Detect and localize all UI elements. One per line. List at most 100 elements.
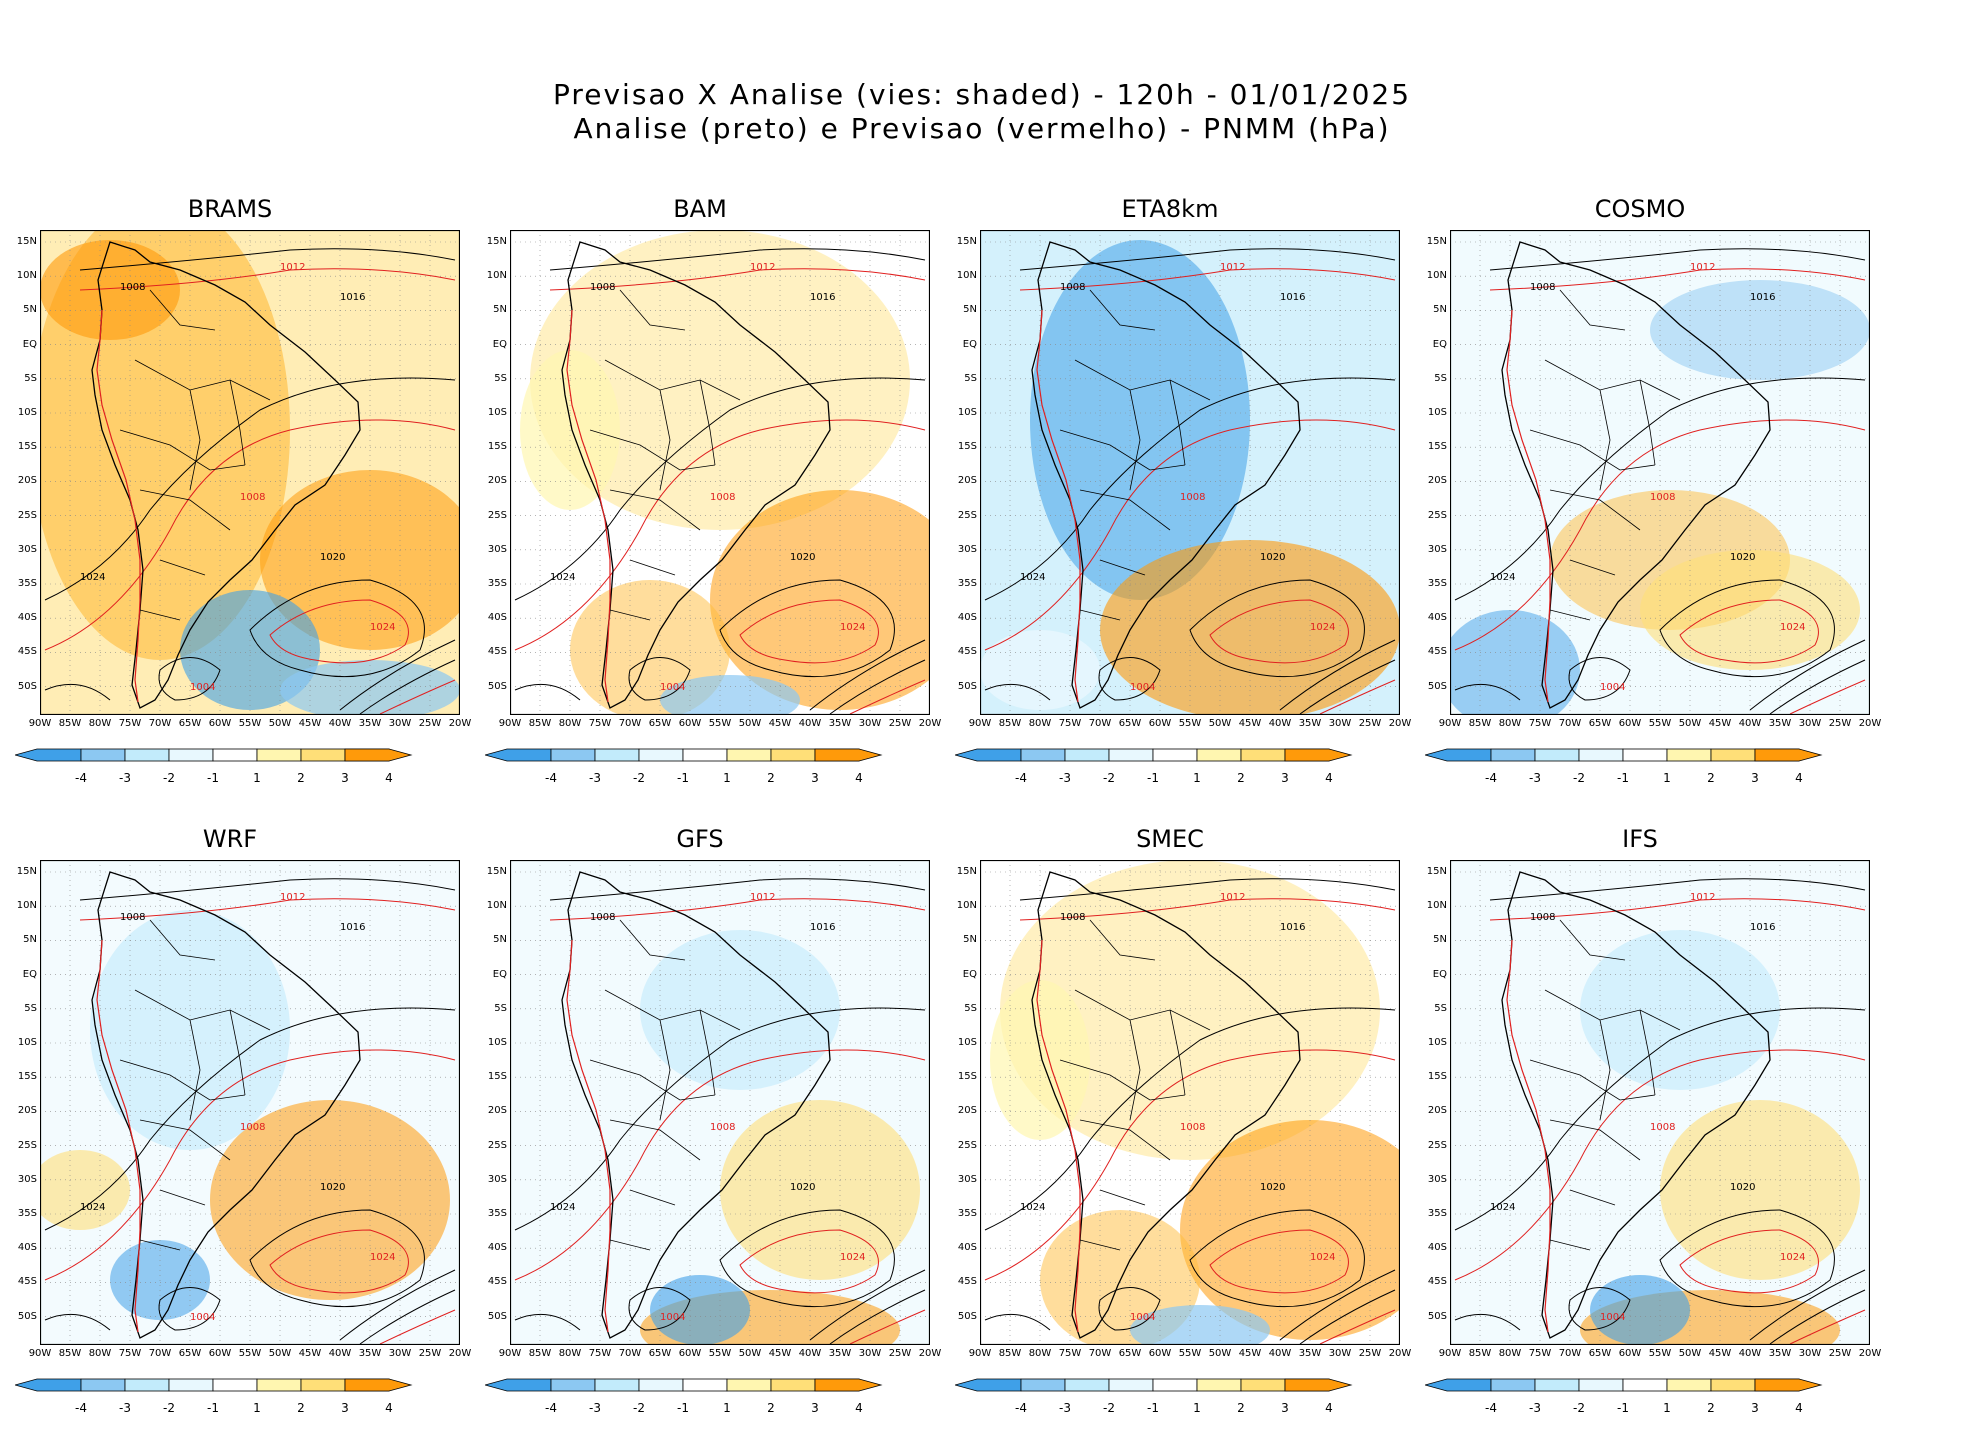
colorbar-label: -4 [545, 1401, 557, 1415]
country-border [1639, 379, 1656, 466]
analysis-isobar [1189, 1209, 1365, 1308]
lat-label: 10N [1426, 270, 1447, 282]
panel-title: BAM [673, 195, 727, 223]
country-border [1544, 989, 1681, 1031]
country-border [1559, 919, 1626, 961]
lat-label: 10N [486, 270, 507, 282]
colorbar-label: 1 [253, 771, 261, 785]
lon-label: 40W [1268, 1348, 1292, 1359]
lon-label: 55W [1178, 1348, 1202, 1359]
colorbar-swatch [124, 748, 170, 762]
country-border [609, 1119, 701, 1161]
country-border [189, 1019, 201, 1121]
lat-label: 45S [957, 1276, 977, 1288]
map-canvas: 1008 1012 1016 1024 1020 1004 1024 1008 [510, 230, 930, 715]
lon-label: 40W [1738, 718, 1762, 729]
colorbar: -4 -3 -2 -1 1 2 3 4 [15, 745, 455, 805]
colorbar-label: 1 [1663, 771, 1671, 785]
colorbar-label: 3 [811, 1401, 819, 1415]
country-border [139, 609, 181, 621]
lon-label: 70W [618, 1348, 642, 1359]
lat-label: 20S [17, 475, 37, 487]
lat-label: 25S [957, 509, 977, 521]
lon-label: 55W [238, 718, 262, 729]
colorbar-label: -3 [119, 771, 131, 785]
andes-forecast-isobar [1506, 309, 1551, 703]
colorbar-label: 4 [1325, 771, 1333, 785]
colorbar-label: -4 [1485, 771, 1497, 785]
colorbar-label: -3 [589, 771, 601, 785]
colorbar-swatch [1240, 1378, 1286, 1392]
lon-label: 60W [1618, 718, 1642, 729]
contour-label: 1020 [1260, 552, 1285, 563]
lat-label: 45S [487, 646, 507, 658]
colorbar-swatch [1754, 748, 1823, 762]
contour-label: 1012 [750, 892, 775, 903]
country-border [619, 919, 686, 961]
panel-title: BRAMS [187, 195, 273, 223]
lat-label: 5N [493, 934, 507, 946]
colorbar-label: -1 [677, 771, 689, 785]
forecast-isobar [1319, 1309, 1396, 1345]
colorbar-swatch [300, 748, 346, 762]
lon-label: 35W [1298, 718, 1322, 729]
country-border [1059, 1059, 1186, 1101]
lat-label: 35S [957, 578, 977, 589]
forecast-isobar [379, 1309, 456, 1345]
country-border [629, 559, 676, 576]
lon-label: 65W [1118, 1348, 1142, 1359]
contour-label: 1024 [80, 1202, 105, 1213]
andes-forecast-isobar [566, 939, 611, 1333]
analysis-isobar [829, 1289, 926, 1345]
lat-label: 5N [23, 934, 37, 946]
contour-label: 1008 [590, 912, 615, 923]
colorbar-swatch [1108, 1378, 1154, 1392]
colorbar-swatch [1534, 748, 1580, 762]
country-border [139, 1239, 181, 1251]
lon-label: 40W [798, 718, 822, 729]
analysis-isobar [158, 1287, 221, 1331]
lon-label: 30W [1328, 718, 1352, 729]
analysis-isobar [1019, 248, 1396, 271]
lon-label: 55W [708, 718, 732, 729]
panel-gfs: GFS 15N 10N 5N EQ 5S 10S 15S 20S 25S 30S 35S 40S 45S 5… [470, 825, 941, 1415]
lon-label: 30W [1798, 1348, 1822, 1359]
contour-label: 1004 [1600, 1312, 1625, 1323]
colorbar-swatch [1710, 748, 1756, 762]
lon-label: 25W [418, 1348, 442, 1359]
lat-label: 40S [17, 612, 37, 624]
forecast-isobar [269, 1229, 409, 1294]
contour-label: 1008 [590, 282, 615, 293]
contour-label: 1020 [320, 552, 345, 563]
country-border [619, 289, 686, 331]
country-border [229, 379, 246, 466]
colorbar-swatches [15, 748, 413, 762]
lon-label: 40W [1268, 718, 1292, 729]
lat-label: 15S [957, 441, 977, 453]
lon-label: 80W [1498, 1348, 1522, 1359]
lat-label: 50S [1427, 680, 1447, 692]
lat-label: 25S [487, 509, 507, 521]
country-border [1549, 489, 1641, 531]
andes-forecast-isobar [96, 939, 141, 1333]
panel-smec: SMEC 15N 10N 5N EQ 5S 10S 15S 20S 25S 30S 35S 40S 45S… [940, 825, 1411, 1415]
bias-shading [1650, 280, 1870, 380]
coastline [1501, 241, 1771, 709]
contour-label: 1004 [190, 1312, 215, 1323]
lon-label: 20W [918, 718, 942, 729]
forecast-isobar [1489, 898, 1866, 921]
lon-label: 30W [388, 1348, 412, 1359]
country-border [1559, 289, 1626, 331]
analysis-isobar [719, 579, 895, 678]
contour-label: 1012 [1220, 892, 1245, 903]
lat-label: 40S [957, 612, 977, 624]
contour-label: 1024 [1780, 622, 1805, 633]
colorbar-swatch [594, 1378, 640, 1392]
lon-label: 65W [1588, 1348, 1612, 1359]
country-border [1599, 389, 1611, 491]
map-frame: 1008 1012 1016 1024 1020 1004 1024 1008 [980, 230, 1400, 715]
analysis-isobar [79, 248, 456, 271]
colorbar-swatch [300, 1378, 346, 1392]
forecast-isobar [1679, 599, 1819, 664]
analysis-isobar [1299, 659, 1396, 715]
